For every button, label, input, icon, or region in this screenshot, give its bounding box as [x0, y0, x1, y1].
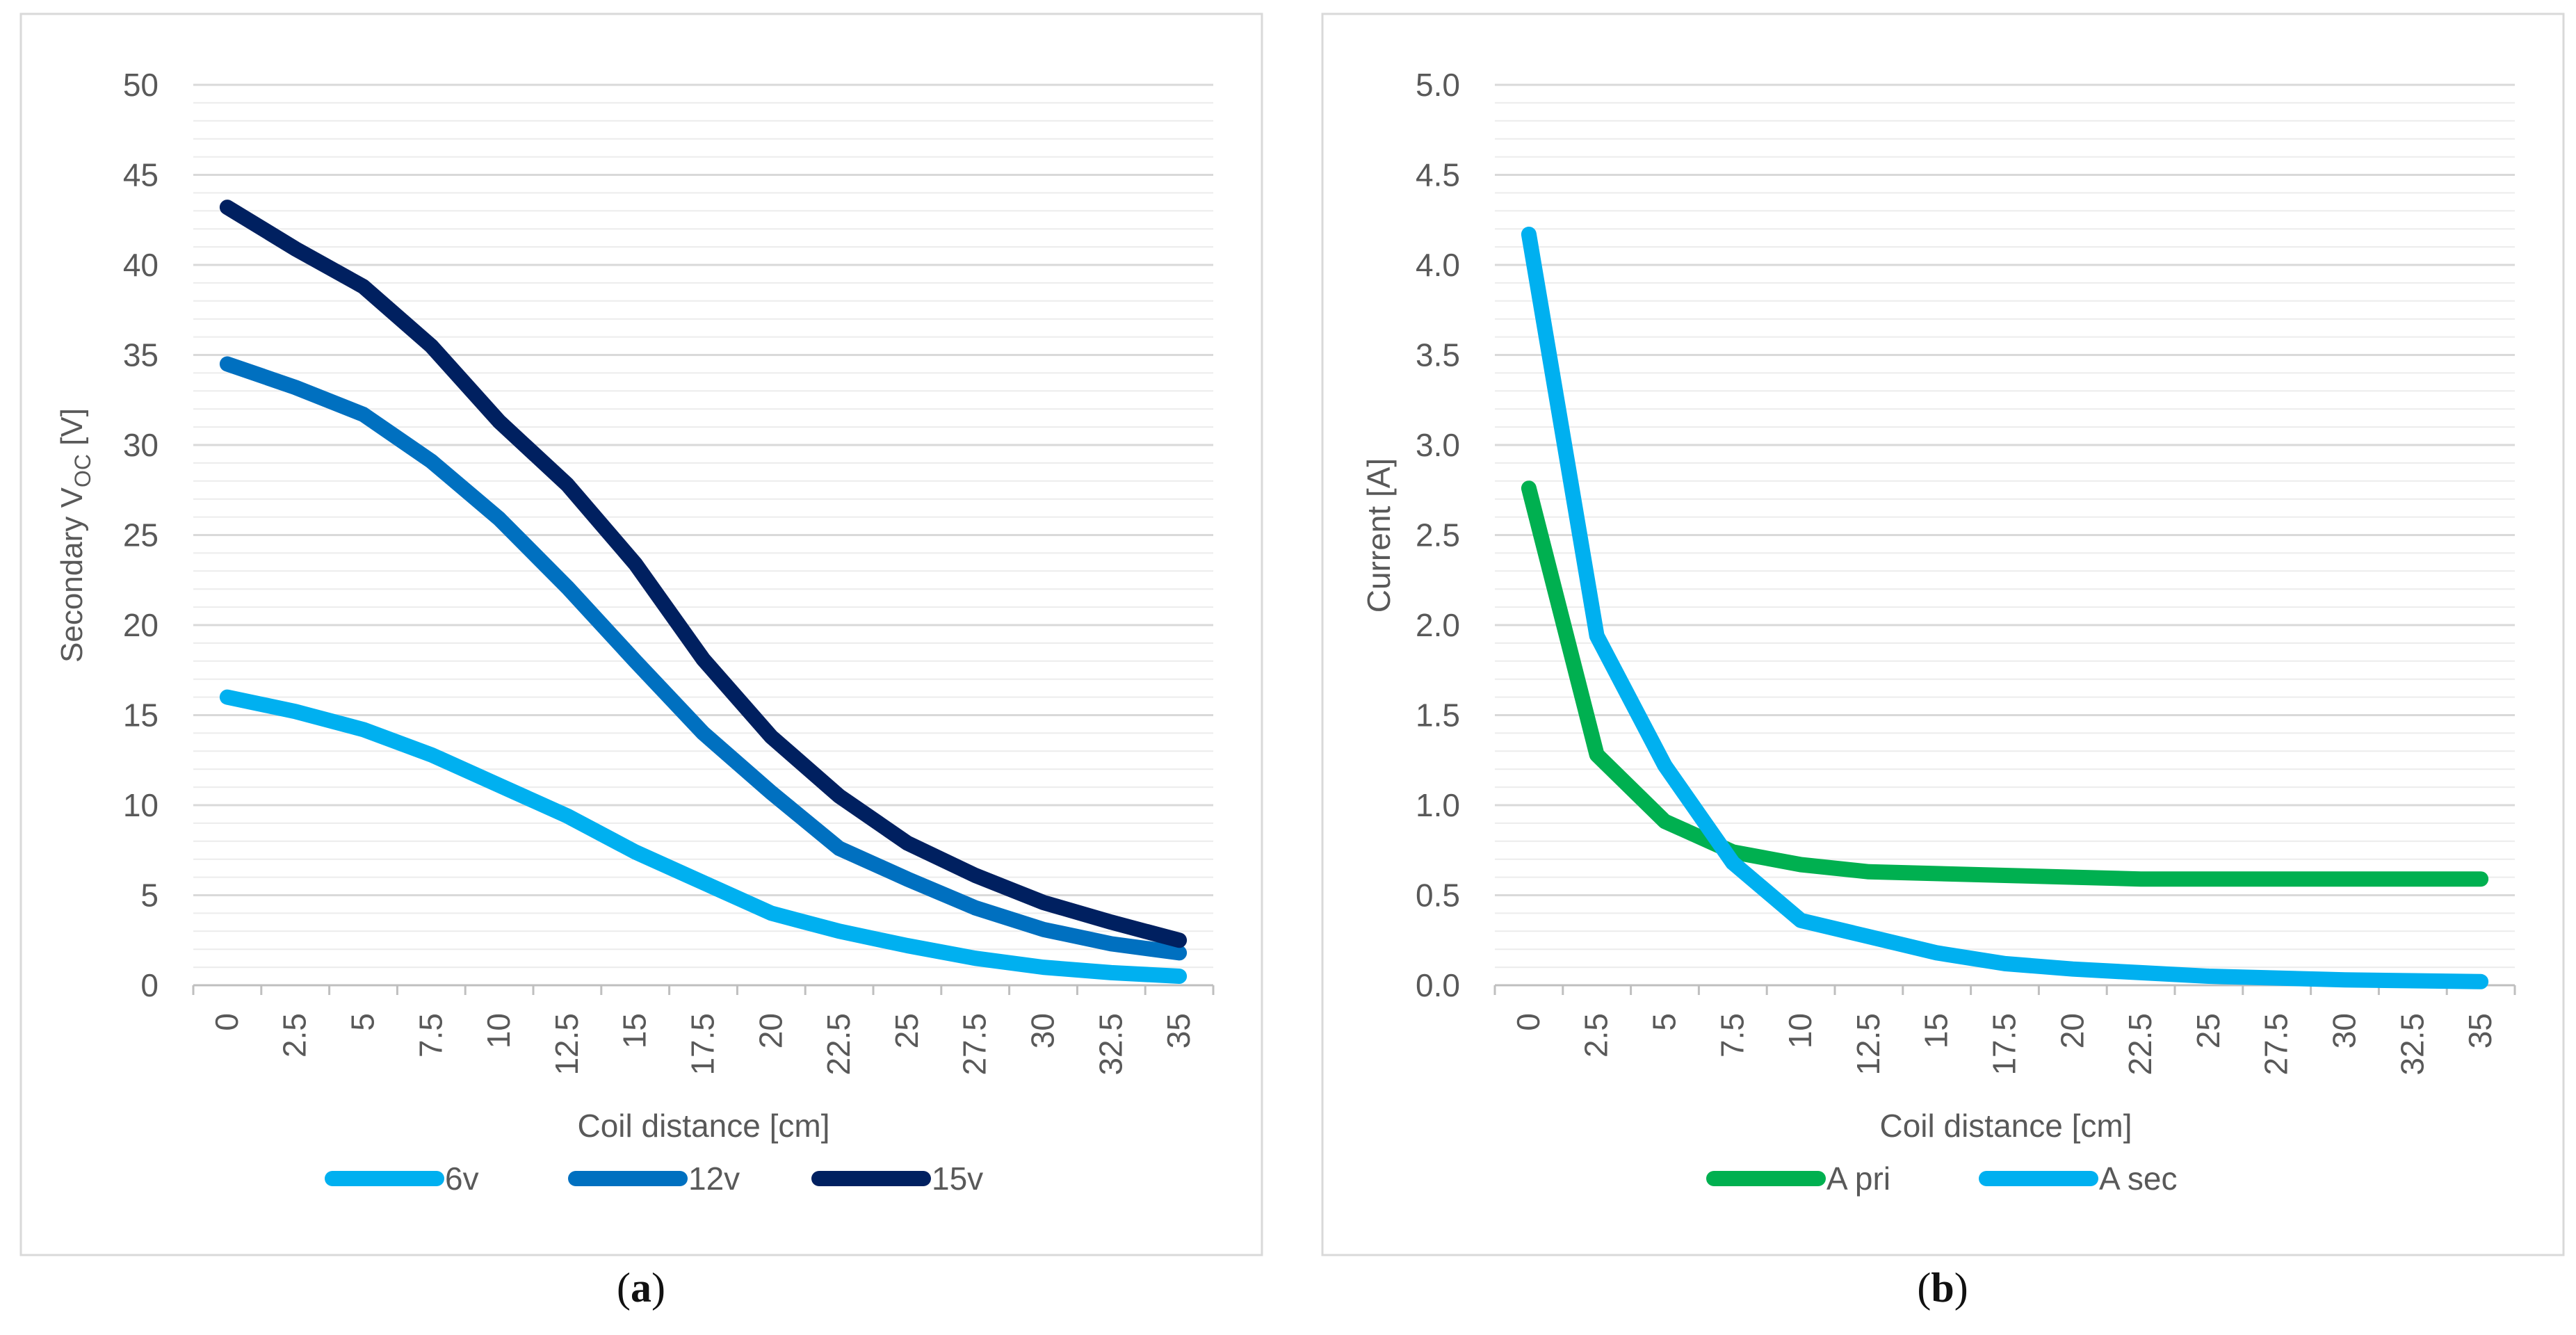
- chart-a-x-tick-label: 22.5: [820, 1013, 857, 1076]
- chart-a-y-tick-label: 5: [140, 877, 159, 914]
- chart-a-x-tick-label: 2.5: [277, 1013, 313, 1058]
- chart-a-x-tick-label: 10: [480, 1013, 517, 1049]
- chart-a-ylabel: Secondary VOC [V]: [55, 408, 95, 663]
- chart-b-legend: A pri A sec: [1706, 1160, 2178, 1197]
- chart-a-x-tick-label: 7.5: [412, 1013, 448, 1058]
- chart-b-y-tick-label: 3.0: [1416, 427, 1460, 463]
- chart-a-x-tick-label: 17.5: [685, 1013, 721, 1076]
- chart-b-x-tick-label: 7.5: [1714, 1013, 1750, 1058]
- chart-b-x-tick-label: 20: [2054, 1013, 2090, 1049]
- chart-a-legend: 6v 12v 15v: [325, 1160, 983, 1197]
- chart-b-y-tick-label: 5.0: [1416, 67, 1460, 103]
- chart-a-y-tick-label: 0: [140, 967, 159, 1003]
- chart-a-y-tick-label: 25: [123, 517, 159, 553]
- chart-a-x-tick-label: 25: [889, 1013, 925, 1049]
- chart-a-x-tick-label: 27.5: [957, 1013, 993, 1076]
- caption-b-letter: b: [1931, 1265, 1954, 1311]
- chart-b-x-tick-label: 15: [1918, 1013, 1954, 1049]
- chart-a-y-tick-label: 20: [123, 607, 159, 643]
- caption-a-open: (: [617, 1265, 631, 1311]
- chart-a-x-tick-label: 0: [209, 1013, 245, 1031]
- chart-b-y-tick-label: 3.5: [1416, 337, 1460, 373]
- chart-b-x-tick-label: 30: [2326, 1013, 2363, 1049]
- chart-b-x-tick-label: 12.5: [1850, 1013, 1886, 1076]
- chart-a-series-line-15v: [219, 200, 1188, 948]
- chart-b-y-tick-label: 1.5: [1416, 697, 1460, 734]
- chart-a-xlabel: Coil distance [cm]: [577, 1108, 829, 1144]
- chart-b-x-tick-label: 2.5: [1578, 1013, 1614, 1058]
- chart-a-x-tick-label: 12.5: [549, 1013, 585, 1076]
- chart-a-x-tick-label: 30: [1025, 1013, 1061, 1049]
- caption-a-letter: a: [631, 1265, 651, 1311]
- chart-b-y-tick-label: 4.5: [1416, 157, 1460, 193]
- chart-b-legend-label: A sec: [2099, 1160, 2178, 1197]
- chart-a-legend-label: 12v: [688, 1160, 740, 1197]
- chart-b-grid: [1493, 83, 2516, 995]
- chart-b-series: [1521, 227, 2489, 989]
- chart-b-y-tick-label: 4.0: [1416, 247, 1460, 283]
- chart-a-x-tick-label: 35: [1160, 1013, 1197, 1049]
- chart-b-x-tick-label: 10: [1782, 1013, 1818, 1049]
- chart-b-x-tick-label: 27.5: [2258, 1013, 2294, 1076]
- chart-b-ylabel: Current [A]: [1361, 458, 1397, 613]
- chart-b-y-ticks: 0.0 0.5 1.0 1.5 2.0 2.5 3.0 3.5 4.0 4.5 5.0: [1416, 67, 1460, 1003]
- chart-a-x-ticks: 0 2.5 5 7.5 10 12.5 15 17.5 20 22.5 25 27.5 30 32.5 35: [209, 1013, 1197, 1076]
- chart-a-y-tick-label: 10: [123, 787, 159, 823]
- chart-b-x-tick-label: 0: [1510, 1013, 1546, 1031]
- chart-b-y-tick-label: 2.0: [1416, 607, 1460, 643]
- chart-b-legend-label: A pri: [1826, 1160, 1890, 1197]
- chart-b-x-tick-label: 17.5: [1986, 1013, 2023, 1076]
- chart-b-x-ticks: 0 2.5 5 7.5 10 12.5 15 17.5 20 22.5 25 27.5 30 32.5 35: [1510, 1013, 2498, 1076]
- chart-a-legend-label: 15v: [932, 1160, 983, 1197]
- chart-a-y-ticks: 0 5 10 15 20 25 30 35 40 45 50: [123, 67, 159, 1003]
- chart-a-series-line-12v: [219, 356, 1188, 961]
- chart-b-series-line-a-pri: [1521, 480, 2489, 887]
- chart-b-y-tick-label: 0.5: [1416, 877, 1460, 914]
- chart-a-y-tick-label: 15: [123, 697, 159, 734]
- chart-b-y-tick-label: 1.0: [1416, 787, 1460, 823]
- chart-a-x-tick-label: 5: [345, 1013, 381, 1031]
- chart-a-y-tick-label: 50: [123, 67, 159, 103]
- chart-a-y-tick-label: 30: [123, 427, 159, 463]
- caption-b: (b): [1804, 1264, 2082, 1312]
- chart-b-y-tick-label: 0.0: [1416, 967, 1460, 1003]
- caption-a-close: ): [651, 1265, 665, 1311]
- chart-a-x-tick-label: 32.5: [1092, 1013, 1128, 1076]
- chart-b-series-line-a-sec: [1521, 227, 2489, 989]
- chart-b-x-tick-label: 35: [2462, 1013, 2498, 1049]
- caption-b-close: ): [1954, 1265, 1968, 1311]
- chart-a-y-tick-label: 40: [123, 247, 159, 283]
- chart-a-frame: [19, 13, 1263, 1256]
- chart-a-x-tick-label: 15: [617, 1013, 653, 1049]
- chart-b: 0.0 0.5 1.0 1.5 2.0 2.5 3.0 3.5 4.0 4.5 5.0 0 2.5 5 7…: [1321, 13, 2565, 1256]
- chart-a-x-tick-label: 20: [752, 1013, 788, 1049]
- chart-a: 0 5 10 15 20 25 30 35 40 45 50 0 2.5 5 7.5 10 12.5 15 17.…: [19, 13, 1263, 1256]
- chart-b-y-tick-label: 2.5: [1416, 517, 1460, 553]
- chart-a-legend-label: 6v: [445, 1160, 479, 1197]
- chart-b-x-tick-label: 32.5: [2394, 1013, 2430, 1076]
- chart-b-x-tick-label: 22.5: [2122, 1013, 2158, 1076]
- caption-a: (a): [502, 1264, 780, 1312]
- caption-b-open: (: [1917, 1265, 1931, 1311]
- chart-b-x-tick-label: 25: [2190, 1013, 2226, 1049]
- chart-a-y-tick-label: 45: [123, 157, 159, 193]
- chart-a-series: [219, 200, 1188, 984]
- chart-b-xlabel: Coil distance [cm]: [1879, 1108, 2132, 1144]
- chart-b-x-tick-label: 5: [1646, 1013, 1683, 1031]
- chart-b-frame: [1321, 13, 2565, 1256]
- chart-a-series-line-6v: [219, 689, 1188, 984]
- chart-a-y-tick-label: 35: [123, 337, 159, 373]
